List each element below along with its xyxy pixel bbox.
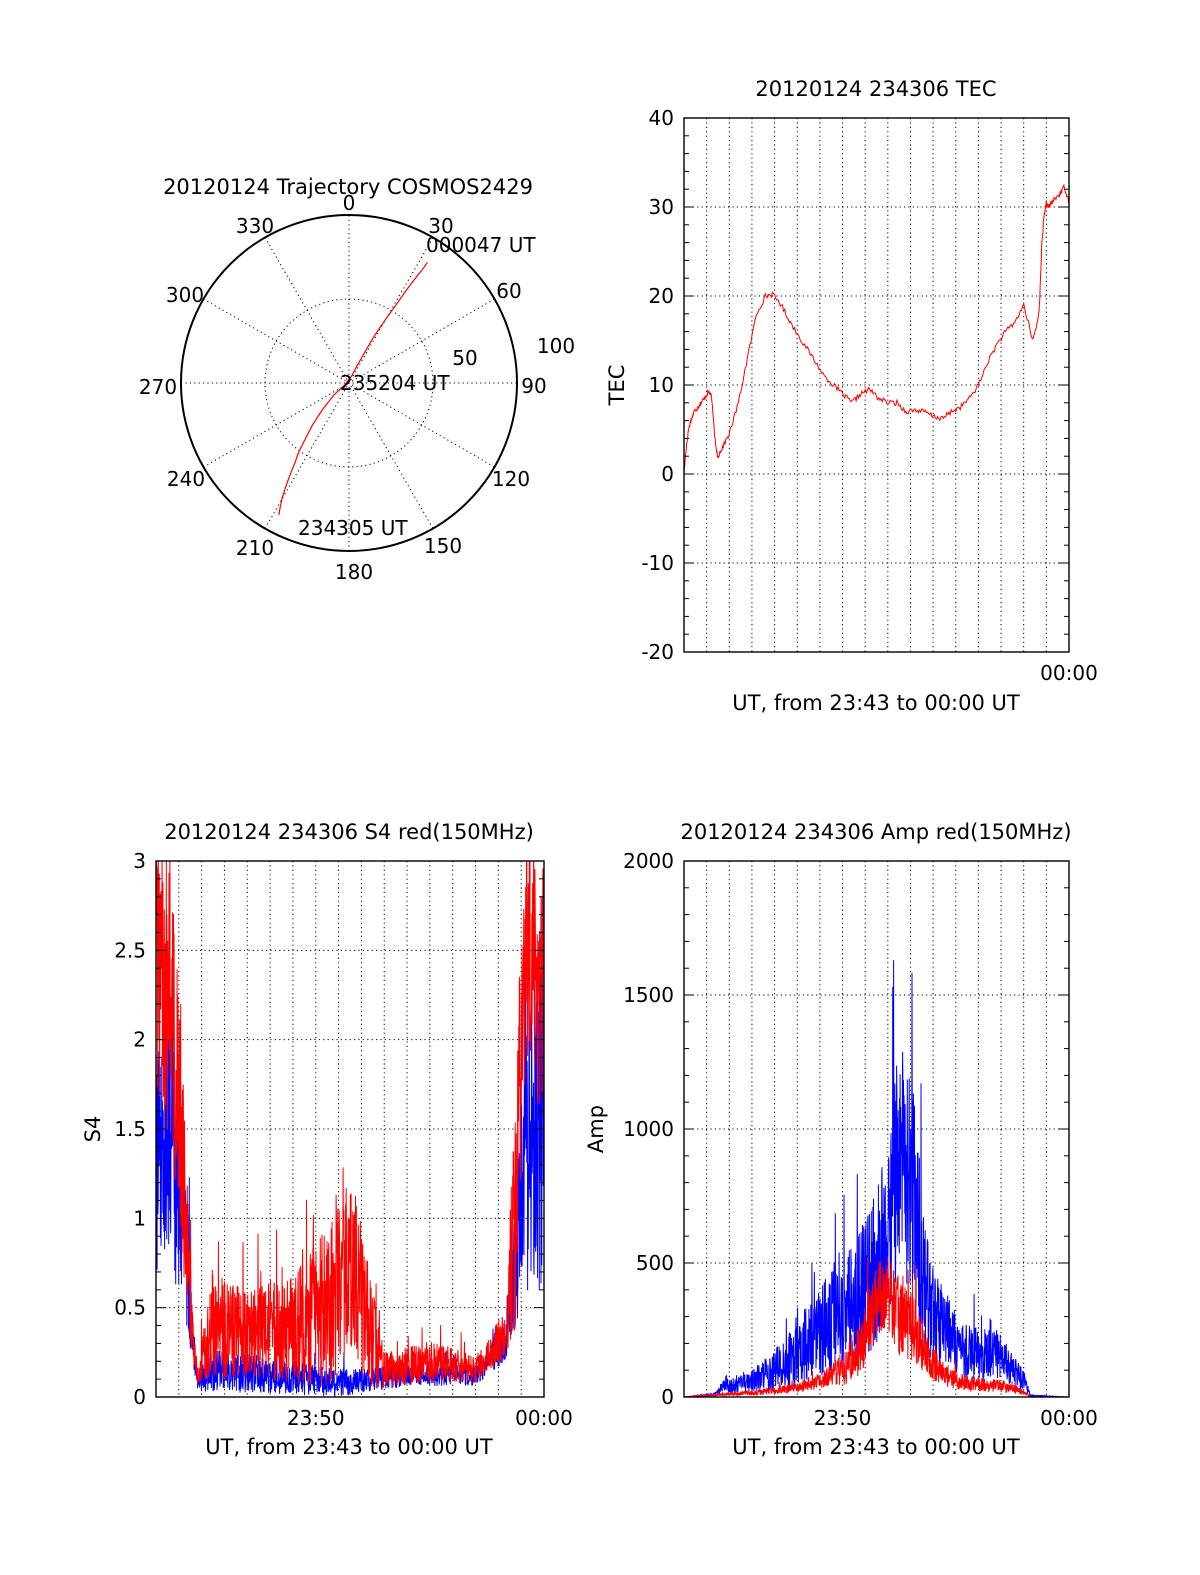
azimuth-label: 0 <box>343 191 356 215</box>
y-tick-label: 40 <box>649 106 674 130</box>
azimuth-spoke <box>264 237 434 529</box>
azimuth-label: 180 <box>335 560 373 584</box>
series-group <box>156 861 544 1397</box>
amp-xlabel: UT, from 23:43 to 00:00 UT <box>732 1435 1020 1459</box>
s4-xlabel: UT, from 23:43 to 00:00 UT <box>205 1435 493 1459</box>
x-tick-label: 00:00 <box>1040 661 1098 685</box>
y-ticks <box>684 860 1069 1398</box>
azimuth-label: 60 <box>496 279 521 303</box>
annotation-end-time: 000047 UT <box>426 233 536 257</box>
azimuth-label: 210 <box>236 536 274 560</box>
series-line-blue <box>684 959 1069 1397</box>
series-group <box>684 183 1069 476</box>
y-tick-label: 1000 <box>623 1117 674 1141</box>
y-tick-label: 2 <box>133 1028 146 1052</box>
polar-grid <box>180 214 518 552</box>
s4-panel: 20120124 234306 S4 red(150MHz) UT, from … <box>81 820 573 1459</box>
grid-lines <box>684 118 1069 652</box>
azimuth-label: 240 <box>167 467 205 491</box>
series-group <box>684 959 1069 1397</box>
y-tick-label: 0 <box>133 1385 146 1409</box>
tec-panel: 20120124 234306 TEC UT, from 23:43 to 00… <box>605 77 1098 715</box>
radial-label: 100 <box>537 334 575 358</box>
polar-radial-labels: 50 100 <box>452 334 575 370</box>
tec-xlabel: UT, from 23:43 to 00:00 UT <box>732 691 1020 715</box>
y-tick-label: -10 <box>641 551 674 575</box>
y-tick-label: 0 <box>661 462 674 486</box>
annotation-zenith-time: 235204 UT <box>340 371 450 395</box>
y-tick-labels: 0 500 1000 1500 2000 <box>623 849 674 1409</box>
y-tick-label: 10 <box>649 373 674 397</box>
y-tick-label: 3 <box>133 849 146 873</box>
y-tick-label: 20 <box>649 284 674 308</box>
y-ticks <box>156 860 544 1398</box>
y-tick-labels: -20 -10 0 10 20 30 40 <box>641 106 674 664</box>
s4-title: 20120124 234306 S4 red(150MHz) <box>164 820 534 844</box>
amp-title: 20120124 234306 Amp red(150MHz) <box>680 820 1071 844</box>
y-tick-label: 500 <box>636 1251 674 1275</box>
x-tick-label: 23:50 <box>814 1406 872 1430</box>
y-tick-label: 30 <box>649 195 674 219</box>
x-tick-labels: 23:50 00:00 <box>814 1406 1098 1430</box>
azimuth-label: 30 <box>428 214 453 238</box>
y-tick-label: 1 <box>133 1206 146 1230</box>
y-tick-label: 1500 <box>623 983 674 1007</box>
y-tick-label: 0 <box>661 1385 674 1409</box>
azimuth-label: 150 <box>424 534 462 558</box>
series-line-red <box>684 1256 1069 1397</box>
y-ticks <box>684 117 1069 653</box>
azimuth-label: 120 <box>492 467 530 491</box>
polar-trajectory-panel: 20120124 Trajectory COSMOS2429 0 30 60 90 12… <box>139 175 575 584</box>
s4-ylabel: S4 <box>81 1116 105 1143</box>
series-line-blue <box>156 895 544 1397</box>
azimuth-label: 330 <box>236 214 274 238</box>
trajectory-line <box>278 262 428 515</box>
azimuth-label: 300 <box>166 283 204 307</box>
y-tick-label: 1.5 <box>114 1117 146 1141</box>
polar-azimuth-labels: 0 30 60 90 120 150 180 210 240 270 300 330 <box>139 191 547 584</box>
x-tick-labels: 00:00 <box>1040 661 1098 685</box>
annotation-start-time: 234305 UT <box>298 516 408 540</box>
y-tick-label: 2.5 <box>114 938 146 962</box>
azimuth-label: 270 <box>139 375 177 399</box>
amp-ylabel: Amp <box>584 1105 608 1153</box>
amp-panel: 20120124 234306 Amp red(150MHz) UT, from… <box>584 820 1098 1459</box>
series-line-red <box>156 861 544 1388</box>
x-tick-label: 23:50 <box>287 1406 345 1430</box>
y-tick-label: 2000 <box>623 849 674 873</box>
radial-label: 50 <box>452 346 477 370</box>
tec-ylabel: TEC <box>605 365 629 407</box>
y-tick-label: 0.5 <box>114 1296 146 1320</box>
tec-title: 20120124 234306 TEC <box>755 77 996 101</box>
polar-title: 20120124 Trajectory COSMOS2429 <box>163 175 533 199</box>
azimuth-label: 90 <box>521 374 546 398</box>
x-tick-labels: 23:50 00:00 <box>287 1406 573 1430</box>
y-tick-label: -20 <box>641 640 674 664</box>
x-tick-label: 00:00 <box>1040 1406 1098 1430</box>
x-tick-label: 00:00 <box>515 1406 573 1430</box>
series-line-data <box>684 183 1069 476</box>
y-tick-labels: 0 0.5 1 1.5 2 2.5 3 <box>114 849 146 1409</box>
